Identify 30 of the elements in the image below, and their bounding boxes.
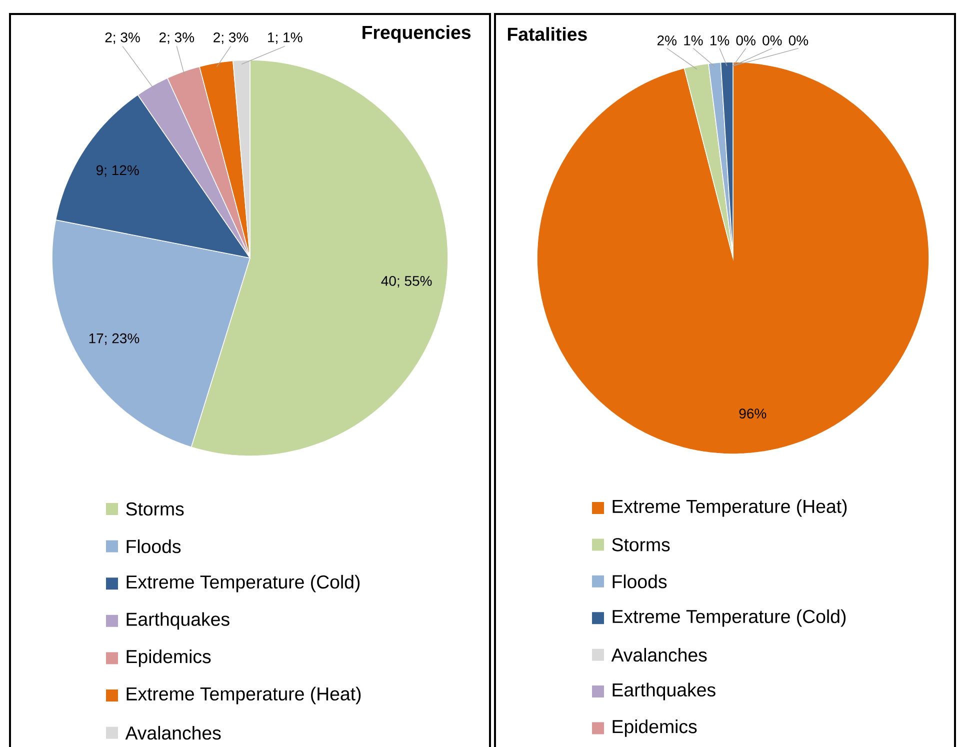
- chart-title: Frequencies: [362, 25, 471, 43]
- legend-label: Floods: [612, 574, 667, 588]
- data-label: 17; 23%: [89, 333, 140, 345]
- data-label: 1%: [710, 36, 730, 46]
- data-label: 96%: [739, 408, 766, 419]
- legend-label: Avalanches: [611, 648, 707, 662]
- legend-label: Extreme Temperature (Cold): [612, 609, 846, 627]
- legend-label: Avalanches: [125, 726, 221, 740]
- data-label: 2%: [657, 36, 676, 46]
- text: 0%: [762, 35, 782, 46]
- data-label: 1%: [684, 36, 703, 46]
- data-label: 2; 3%: [105, 32, 140, 44]
- data-label: 2; 3%: [214, 32, 248, 44]
- data-label: 9; 12%: [96, 165, 139, 177]
- text: 0%: [788, 35, 808, 46]
- chart-title: Fatalities: [508, 27, 587, 41]
- text: 0%: [736, 35, 756, 46]
- legend-label: Storms: [612, 538, 670, 552]
- legend-label: Epidemics: [612, 719, 697, 737]
- legend-label: Epidemics: [126, 649, 211, 667]
- legend-label: Extreme Temperature (Cold): [126, 574, 360, 592]
- legend-label: Extreme Temperature (Heat): [126, 686, 361, 704]
- data-label: 1; 1%: [268, 32, 302, 44]
- data-label: 40; 55%: [381, 276, 432, 288]
- legend-label: Extreme Temperature (Heat): [612, 499, 847, 517]
- legend-label: Earthquakes: [126, 612, 230, 630]
- legend-label: Storms: [126, 502, 184, 516]
- legend-label: Earthquakes: [612, 682, 716, 700]
- legend-label: Floods: [126, 539, 181, 554]
- data-label: 2; 3%: [159, 32, 194, 44]
